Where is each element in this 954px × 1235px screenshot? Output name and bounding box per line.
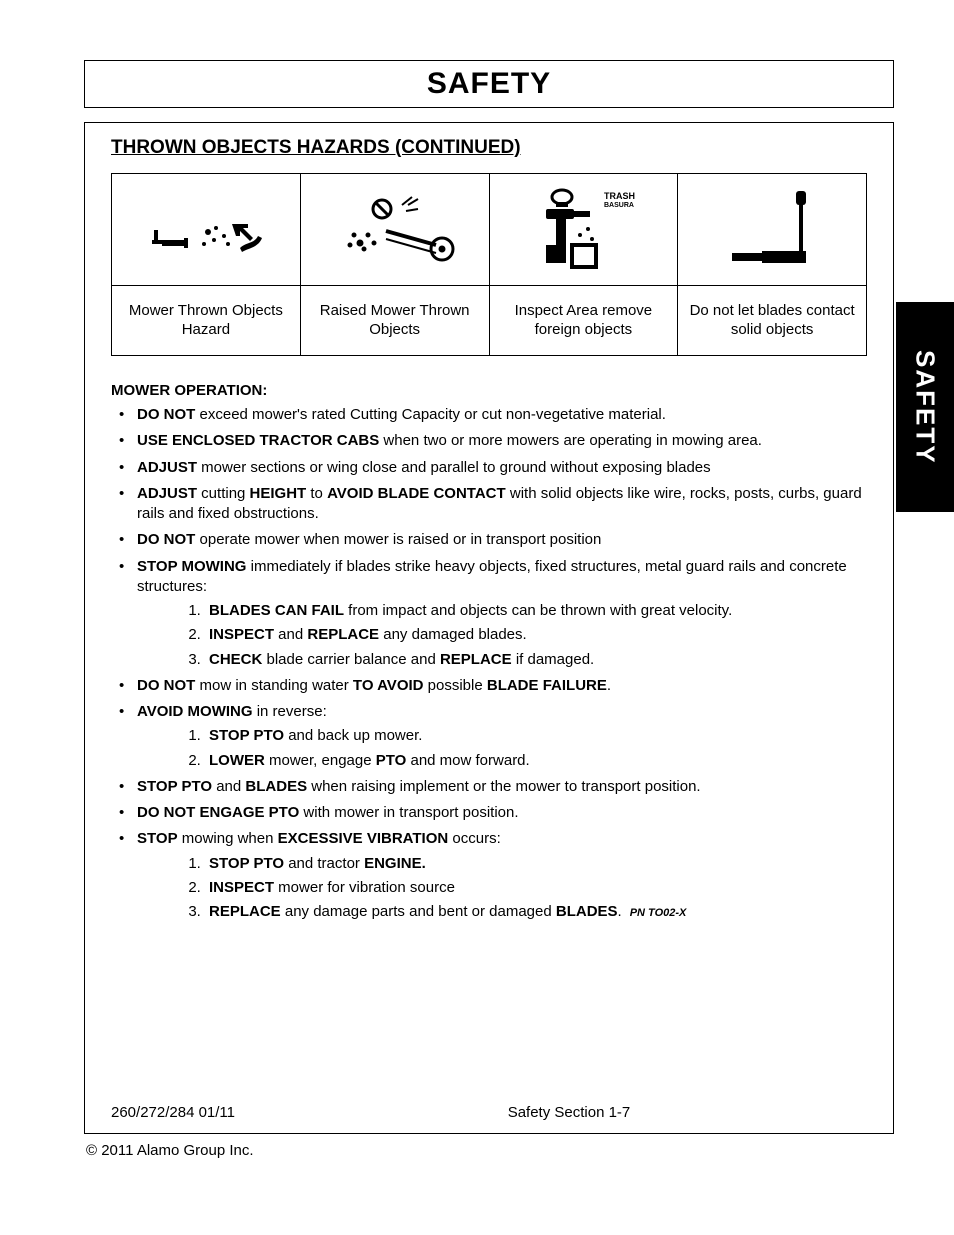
bullet-item: AVOID MOWING in reverse:STOP PTO and bac… [111,702,867,771]
mower-thrown-icon [146,200,266,260]
page-title: SAFETY [85,67,893,101]
inner-footer: 260/272/284 01/11 Safety Section 1-7 [111,1104,867,1121]
basura-label: BASURA [604,202,634,209]
footer-left: 260/272/284 01/11 [111,1104,371,1121]
part-number: PN TO02-X [630,907,687,919]
bullet-item: DO NOT exceed mower's rated Cutting Capa… [111,405,867,425]
footer-center: Safety Section 1-7 [371,1104,767,1121]
bullet-item: STOP PTO and BLADES when raising impleme… [111,777,867,797]
bullet-item: STOP mowing when EXCESSIVE VIBRATION occ… [111,829,867,922]
bullet-item: DO NOT operate mower when mower is raise… [111,530,867,550]
numbered-sublist: STOP PTO and tractor ENGINE. INSPECT mowe… [137,854,867,923]
numbered-item: LOWER mower, engage PTO and mow forward. [205,751,867,771]
page-container: SAFETY THROWN OBJECTS HAZARDS (CONTINUED… [0,0,954,1235]
hazard-icon-table: TRASH BASURA [111,173,867,356]
content-box: THROWN OBJECTS HAZARDS (CONTINUED) [84,122,894,1134]
section-heading: MOWER OPERATION: [111,382,867,399]
trash-label: TRASH [604,191,635,201]
raised-mower-icon [330,195,460,265]
numbered-item: STOP PTO and back up mower. [205,726,867,746]
title-box: SAFETY [84,60,894,108]
inspect-area-icon: TRASH BASURA [518,185,648,275]
numbered-sublist: STOP PTO and back up mower. LOWER mower, … [137,726,867,771]
hazard-icon-cell-2 [300,174,489,286]
hazard-icon-cell-3: TRASH BASURA [489,174,678,286]
blade-contact-icon [712,185,832,275]
numbered-item: STOP PTO and tractor ENGINE. [205,854,867,874]
numbered-item: INSPECT mower for vibration source [205,878,867,898]
bullet-item: DO NOT mow in standing water TO AVOID po… [111,676,867,696]
hazard-icon-cell-1 [112,174,301,286]
bullet-item: ADJUST mower sections or wing close and … [111,458,867,478]
numbered-sublist: BLADES CAN FAIL from impact and objects … [137,601,867,670]
hazard-label-3: Inspect Area remove foreign objects [489,286,678,356]
numbered-item: BLADES CAN FAIL from impact and objects … [205,601,867,621]
hazard-label-1: Mower Thrown Objects Hazard [112,286,301,356]
bullet-item: ADJUST cutting HEIGHT to AVOID BLADE CON… [111,484,867,525]
bullet-list: DO NOT exceed mower's rated Cutting Capa… [111,405,867,922]
copyright: © 2011 Alamo Group Inc. [86,1142,894,1159]
section-subheading: THROWN OBJECTS HAZARDS (CONTINUED) [111,137,867,159]
numbered-item: REPLACE any damage parts and bent or dam… [205,902,867,922]
bullet-item: DO NOT ENGAGE PTO with mower in transpor… [111,803,867,823]
bullet-item: STOP MOWING immediately if blades strike… [111,557,867,670]
bullet-item: USE ENCLOSED TRACTOR CABS when two or mo… [111,431,867,451]
hazard-label-4: Do not let blades contact solid objects [678,286,867,356]
numbered-item: INSPECT and REPLACE any damaged blades. [205,625,867,645]
hazard-label-2: Raised Mower Thrown Objects [300,286,489,356]
hazard-icon-cell-4 [678,174,867,286]
numbered-item: CHECK blade carrier balance and REPLACE … [205,650,867,670]
